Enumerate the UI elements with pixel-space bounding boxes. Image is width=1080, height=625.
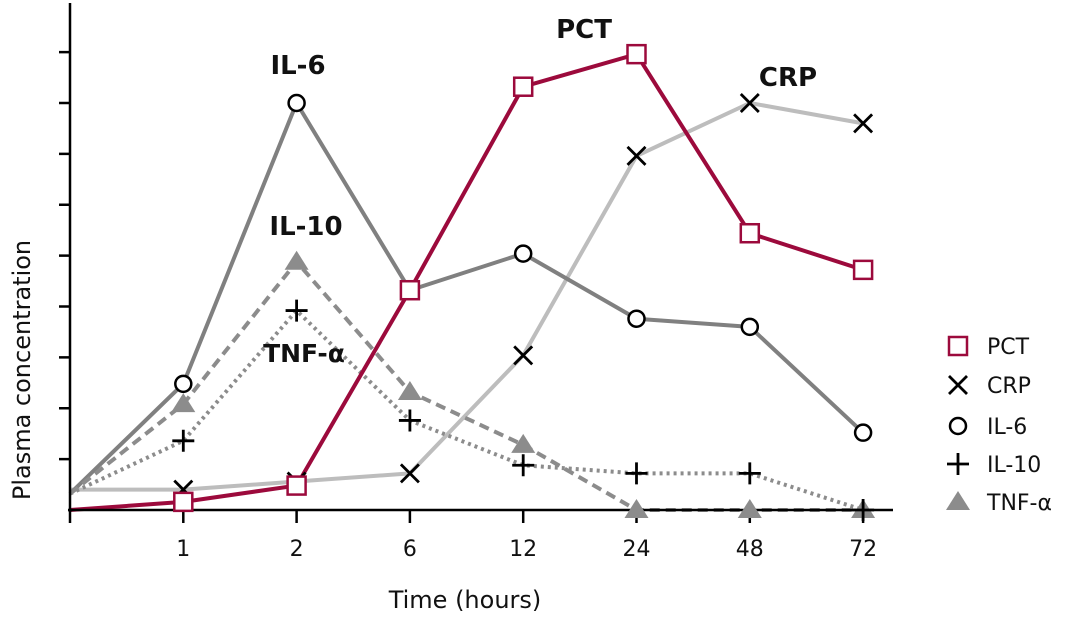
x-tick-label: 24 (623, 537, 651, 562)
marker-pct (512, 76, 534, 97)
marker-il-6 (174, 374, 193, 394)
line-pct (69, 52, 864, 512)
x-axis-title: Time (hours) (388, 586, 542, 614)
marker-il-10 (625, 462, 648, 485)
x-tick-label: 6 (403, 537, 417, 562)
marker-crp (853, 113, 874, 134)
marker-il-10 (398, 409, 421, 432)
marker-il-6 (853, 423, 873, 442)
marker-tnf-alpha (624, 499, 649, 518)
legend-label: TNF-α (986, 491, 1052, 516)
marker-tnf-alpha (171, 393, 196, 413)
annotation-il-10: IL-10 (269, 212, 342, 242)
x-tick-label: 72 (849, 537, 877, 562)
series-markers (171, 43, 876, 521)
marker-il-10 (512, 454, 535, 477)
y-axis-title: Plasma concentration (8, 240, 36, 500)
marker-crp (399, 463, 420, 484)
legend-label: IL-10 (987, 453, 1041, 478)
marker-il-10 (738, 462, 761, 485)
marker-crp (513, 345, 534, 366)
legend-label: IL-6 (987, 415, 1027, 440)
x-tick-label: 1 (176, 537, 190, 562)
marker-pct (852, 259, 874, 281)
line-crp (70, 101, 864, 492)
line-il-10 (69, 308, 864, 512)
marker-il-6 (287, 93, 306, 113)
legend-marker-tnf-alpha (946, 491, 970, 510)
x-tick-labels: 1 2 6 12 24 48 72 (176, 537, 877, 562)
annotation-pct: PCT (556, 15, 612, 45)
marker-pct (739, 222, 761, 244)
legend-label: PCT (987, 335, 1030, 360)
marker-crp (626, 145, 647, 166)
legend-marker-il-10 (947, 453, 969, 475)
legend: PCT CRP IL-6 IL-10 TNF-α (946, 335, 1052, 516)
marker-tnf-alpha (397, 380, 422, 400)
x-tick-label: 48 (736, 537, 764, 562)
marker-crp (739, 93, 760, 113)
marker-pct (626, 43, 647, 65)
marker-il-10 (172, 429, 195, 452)
marker-pct (286, 475, 307, 496)
legend-label: CRP (987, 374, 1031, 399)
marker-il-6 (740, 317, 760, 337)
x-tick-label: 12 (509, 537, 537, 562)
marker-il-6 (513, 244, 533, 263)
legend-item-tnf-alpha: TNF-α (946, 491, 1052, 516)
legend-item-crp: CRP (948, 374, 1031, 399)
marker-pct (173, 491, 194, 513)
marker-tnf-alpha (737, 499, 762, 518)
annotation-il-6: IL-6 (270, 51, 325, 81)
legend-item-pct: PCT (947, 335, 1030, 360)
annotation-tnf-alpha: TNF-α (263, 339, 345, 368)
legend-item-il-6: IL-6 (948, 415, 1027, 440)
line-il-6 (68, 101, 865, 496)
legend-marker-il-6 (948, 416, 968, 436)
legend-marker-crp (948, 375, 968, 395)
marker-il-10 (852, 499, 875, 521)
marker-il-6 (627, 309, 646, 328)
legend-marker-pct (947, 335, 969, 357)
x-tick-label: 2 (290, 537, 304, 562)
marker-il-10 (285, 299, 308, 322)
marker-pct (399, 279, 421, 301)
annotation-crp: CRP (759, 63, 817, 93)
labels: Time (hours) Plasma concentration IL-6 I… (8, 15, 817, 614)
marker-tnf-alpha (511, 433, 536, 453)
legend-item-il-10: IL-10 (947, 453, 1041, 478)
marker-tnf-alpha (284, 250, 309, 270)
